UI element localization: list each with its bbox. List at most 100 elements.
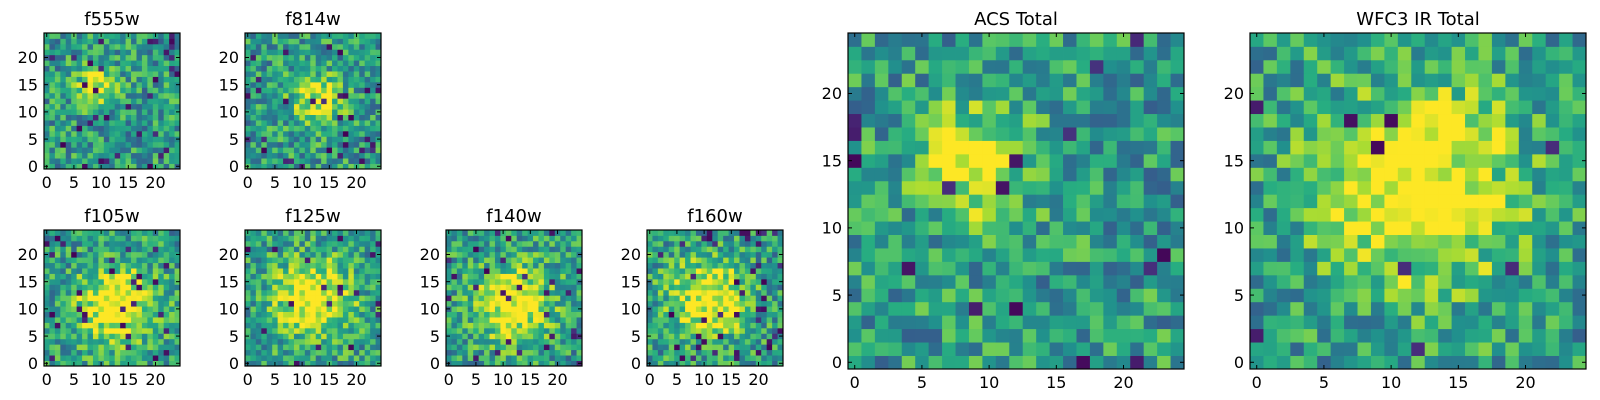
heatmap-cell (1089, 301, 1104, 316)
heatmap-cell (755, 251, 762, 258)
heatmap-cell (141, 251, 148, 258)
heatmap-cell (1009, 167, 1024, 182)
heatmap-cell (744, 230, 751, 236)
heatmap-cell (761, 273, 768, 280)
heatmap-cell (706, 311, 713, 318)
heatmap-cell (261, 54, 268, 61)
heatmap-cell (60, 98, 67, 105)
heatmap-cell (158, 163, 165, 170)
heatmap-cell (359, 360, 366, 367)
heatmap-cell (717, 240, 724, 247)
heatmap-cell (462, 360, 469, 367)
heatmap-cell (310, 141, 317, 148)
heatmap-cell (174, 327, 181, 334)
heatmap-cell (560, 235, 567, 242)
heatmap-cell (1451, 342, 1466, 356)
heatmap-cell (527, 257, 534, 264)
heatmap-cell (255, 349, 262, 356)
heatmap-cell (928, 342, 943, 356)
heatmap-cell (54, 141, 61, 148)
heatmap-cell (1518, 194, 1533, 209)
heatmap-cell (538, 295, 545, 302)
heatmap-cell (131, 246, 137, 253)
heatmap-cell (538, 284, 545, 291)
heatmap-cell (451, 338, 458, 345)
heatmap-cell (1130, 261, 1145, 276)
heatmap-cell (342, 355, 349, 361)
heatmap-cell (489, 306, 496, 312)
heatmap-cell (968, 234, 983, 249)
heatmap-cell (1397, 274, 1412, 289)
heatmap-cell (1384, 153, 1399, 168)
heatmap-cell (1532, 194, 1547, 209)
heatmap-cell (1116, 261, 1131, 276)
heatmap-cell (103, 43, 110, 50)
heatmap-cell (92, 49, 99, 56)
heatmap-cell (1049, 113, 1064, 128)
heatmap-cell (125, 98, 132, 105)
heatmap-cell (272, 349, 279, 356)
heatmap-cell (766, 230, 773, 236)
heatmap-cell (1116, 46, 1131, 61)
heatmap-cell (92, 141, 99, 148)
heatmap-cell (1290, 355, 1305, 370)
heatmap-cell (874, 180, 889, 195)
heatmap-cell (92, 246, 99, 253)
heatmap-cell (277, 349, 284, 356)
heatmap-cell (348, 109, 355, 115)
heatmap-cell (982, 207, 997, 222)
heatmap-cell (103, 284, 110, 291)
heatmap-cell (1303, 194, 1318, 209)
heatmap-cell (326, 120, 333, 126)
heatmap-cell (321, 246, 327, 253)
heatmap-cell (82, 349, 88, 356)
heatmap-cell (1250, 328, 1264, 343)
heatmap-cell (364, 273, 371, 280)
heatmap-cell (310, 306, 317, 312)
heatmap-cell (163, 33, 170, 39)
heatmap-cell (1116, 180, 1131, 195)
heatmap-cell (511, 273, 518, 280)
heatmap-cell (348, 103, 355, 110)
heatmap-cell (245, 43, 251, 50)
heatmap-cell (1170, 46, 1185, 61)
heatmap-cell (250, 333, 257, 340)
heatmap-cell (141, 349, 148, 356)
heatmap-cell (370, 333, 376, 340)
heatmap-cell (147, 152, 154, 159)
heatmap-cell (299, 158, 306, 164)
heatmap-cell (152, 114, 159, 121)
heatmap-cell (293, 163, 300, 170)
heatmap-cell (82, 38, 88, 45)
heatmap-cell (1491, 274, 1506, 289)
heatmap-cell (560, 322, 567, 329)
heatmap-cell (955, 140, 970, 155)
heatmap-cell (272, 333, 279, 340)
heatmap-cell (1518, 315, 1533, 330)
heatmap-cell (255, 103, 262, 110)
heatmap-cell (1478, 274, 1493, 289)
heatmap-cell (647, 300, 653, 307)
heatmap-cell (54, 360, 61, 367)
heatmap-cell (888, 248, 903, 262)
heatmap-cell (136, 60, 143, 67)
heatmap-cell (283, 43, 289, 50)
heatmap-cell (755, 306, 762, 312)
heatmap-cell (1438, 328, 1452, 343)
heatmap-cell (326, 147, 333, 154)
heatmap-cell (1063, 301, 1077, 316)
heatmap-cell (1290, 274, 1305, 289)
heatmap-cell (755, 344, 762, 351)
heatmap-cell (82, 289, 88, 296)
heatmap-cell (955, 221, 970, 235)
heatmap-cell (652, 246, 659, 253)
heatmap-cell (462, 295, 469, 302)
heatmap-cell (1263, 153, 1278, 168)
heatmap-cell (120, 141, 126, 148)
heatmap-cell (1063, 328, 1077, 343)
heatmap-cell (141, 317, 148, 323)
heatmap-cell (49, 152, 56, 159)
heatmap-cell (484, 306, 490, 312)
heatmap-cell (109, 333, 116, 340)
heatmap-cell (288, 65, 295, 72)
